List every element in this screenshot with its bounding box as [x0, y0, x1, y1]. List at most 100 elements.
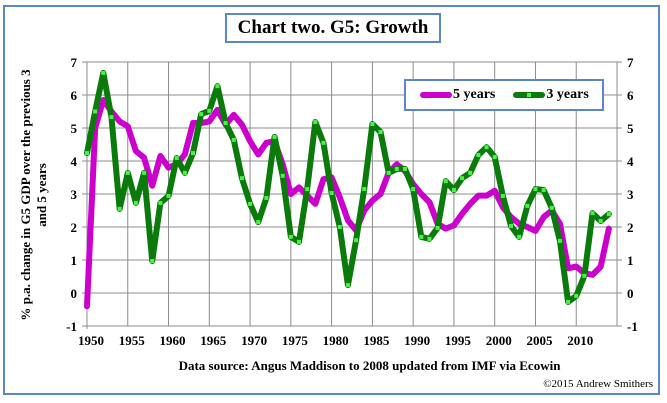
data-point — [297, 239, 301, 244]
legend-swatch-5-years — [420, 92, 452, 98]
y-tick-label-right: 5 — [627, 121, 634, 136]
data-point — [443, 179, 448, 184]
legend-label-3-years: 3 years — [546, 87, 589, 102]
data-point — [484, 145, 489, 150]
data-point — [566, 299, 571, 304]
data-point — [411, 187, 416, 192]
data-point — [476, 153, 481, 158]
y-tick-label-right: 2 — [627, 220, 634, 235]
data-point — [142, 170, 147, 175]
y-axis-label-container: % p.a. change in G5 GDP over the previou… — [8, 60, 60, 330]
data-point — [517, 234, 522, 239]
data-point — [451, 188, 456, 193]
data-point — [492, 155, 497, 160]
data-point — [321, 140, 326, 145]
y-axis-right-ticks: -1 0 1 2 3 4 5 6 7 — [617, 55, 638, 334]
data-point — [354, 238, 359, 243]
copyright-note: ©2015 Andrew Smithers — [543, 378, 653, 390]
x-tick-label: 2010 — [567, 333, 593, 348]
data-point — [109, 115, 114, 120]
y-tick-label-right: 7 — [627, 55, 634, 70]
data-point — [394, 166, 399, 171]
data-point — [329, 191, 334, 196]
data-point — [133, 200, 138, 205]
data-point — [207, 108, 212, 113]
x-tick-label: 1985 — [363, 333, 390, 348]
data-point — [460, 176, 465, 181]
data-point — [509, 224, 513, 229]
data-point — [288, 234, 293, 239]
x-tick-label: 1995 — [445, 333, 472, 348]
legend-item-5-years: 5 years — [420, 87, 495, 103]
data-point — [590, 211, 595, 216]
data-point — [541, 188, 546, 193]
x-tick-label: 2000 — [486, 333, 512, 348]
data-point — [85, 151, 89, 156]
y-tick-label-left: 6 — [71, 88, 78, 103]
y-tick-label-right: -1 — [627, 319, 638, 334]
data-point — [272, 134, 277, 139]
y-tick-label-right: 6 — [627, 88, 634, 103]
x-tick-label: 1980 — [323, 333, 349, 348]
data-point — [533, 187, 538, 192]
x-tick-label: 1960 — [160, 333, 186, 348]
legend-label-5-years: 5 years — [453, 87, 496, 102]
data-point — [182, 170, 187, 175]
data-point — [264, 195, 269, 200]
data-point — [313, 120, 318, 125]
data-point — [231, 137, 236, 142]
data-point — [435, 225, 440, 230]
data-point — [345, 283, 350, 288]
x-tick-label: 1955 — [119, 333, 146, 348]
data-point — [191, 151, 195, 156]
data-point — [117, 206, 122, 211]
x-tick-label: 2005 — [526, 333, 553, 348]
y-tick-label-right: 4 — [627, 154, 634, 169]
data-point — [598, 219, 603, 224]
data-point — [386, 170, 391, 175]
data-point — [174, 156, 179, 161]
data-point — [525, 203, 530, 208]
y-tick-label-left: 5 — [71, 121, 78, 136]
y-tick-label-left: 7 — [71, 55, 78, 70]
data-point — [150, 258, 155, 263]
y-tick-label-right: 3 — [627, 187, 634, 202]
data-point — [370, 122, 375, 127]
data-point — [419, 234, 424, 239]
data-point — [574, 293, 579, 298]
x-tick-label: 1975 — [282, 333, 309, 348]
data-point — [125, 170, 130, 175]
x-tick-label: 1965 — [200, 333, 227, 348]
series-layer — [84, 69, 612, 310]
data-point — [93, 109, 98, 114]
data-point — [158, 200, 163, 205]
data-point — [378, 129, 383, 134]
data-point — [248, 201, 253, 206]
y-tick-label-left: 3 — [71, 187, 78, 202]
y-tick-label-right: 1 — [627, 253, 634, 268]
x-tick-label: 1950 — [78, 333, 104, 348]
y-tick-label-right: 0 — [627, 286, 634, 301]
chart-frame — [3, 5, 660, 395]
data-point — [362, 187, 367, 192]
data-point — [337, 225, 342, 229]
legend: 5 years 3 years — [404, 79, 604, 111]
data-source-text: Data source: Angus Maddison to 2008 upda… — [178, 358, 561, 373]
data-point — [427, 236, 432, 241]
x-tick-label: 1990 — [404, 333, 430, 348]
data-point — [101, 70, 106, 75]
y-axis-left-ticks: -1 0 1 2 3 4 5 6 7 — [66, 55, 87, 334]
y-tick-label-left: 1 — [71, 253, 78, 268]
legend-swatch-3-years — [513, 92, 546, 98]
data-point — [582, 273, 587, 278]
y-tick-label-left: 0 — [71, 286, 78, 301]
data-point — [468, 170, 473, 175]
data-point — [215, 84, 220, 89]
y-tick-label-left: 4 — [71, 154, 78, 169]
data-point — [500, 193, 505, 198]
data-point — [557, 238, 562, 243]
data-point — [256, 220, 261, 225]
x-tick-label: 1970 — [241, 333, 267, 348]
data-point — [403, 166, 407, 171]
